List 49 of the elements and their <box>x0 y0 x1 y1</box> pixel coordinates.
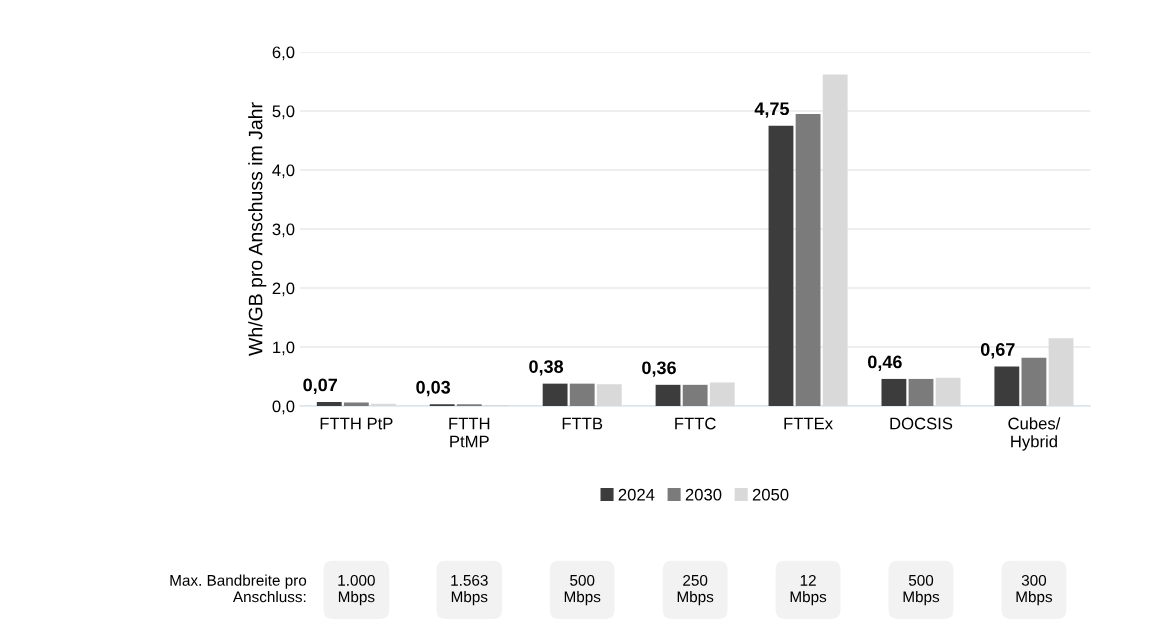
x-tick-label: DOCSIS <box>890 417 953 430</box>
data-label: 0,03 <box>416 380 451 397</box>
bar <box>994 366 1020 407</box>
data-label: 0,46 <box>868 355 902 371</box>
text: Max. Bandbreite pro Anschluss: <box>170 574 307 603</box>
data-label: 0,36 <box>642 361 676 377</box>
x-tick-label: FTTH PtP <box>320 417 393 430</box>
text: 500 Mbps <box>564 574 601 606</box>
text: 12 Mbps <box>790 574 827 606</box>
bar <box>682 384 708 407</box>
x-tick-label: FTTEx <box>784 417 833 430</box>
text: 1.000 Mbps <box>338 574 375 606</box>
legend-label: 2050 <box>752 488 789 501</box>
bar <box>709 382 735 407</box>
y-tick-label: 4,0 <box>272 164 295 179</box>
x-tick-label: FTTH PtMP <box>449 417 490 448</box>
y-tick-label: 5,0 <box>272 105 295 120</box>
bar <box>935 377 961 407</box>
bar <box>795 113 821 407</box>
y-tick-label: 1,0 <box>273 341 295 356</box>
bar <box>1048 338 1074 407</box>
y-axis-title: Wh/GB pro Anschuss im Jahr <box>248 102 267 356</box>
text: 250 Mbps <box>677 574 714 606</box>
x-tick-label: Cubes/ Hybrid <box>1008 417 1061 451</box>
text: 500 Mbps <box>903 574 940 606</box>
bar <box>316 401 342 407</box>
bar <box>1021 357 1047 407</box>
y-tick-label: 6,0 <box>272 46 295 61</box>
text: 1.563 Mbps <box>451 574 488 606</box>
bar <box>596 384 622 407</box>
bar <box>655 384 681 407</box>
y-tick-label: 2,0 <box>272 282 295 297</box>
legend-label: 2030 <box>685 488 722 501</box>
x-tick-label: FTTB <box>562 417 603 430</box>
data-label: 4,75 <box>754 102 790 118</box>
y-tick-label: 0,0 <box>272 400 295 415</box>
data-label: 0,38 <box>529 360 564 376</box>
bar <box>542 383 568 407</box>
data-label: 0,67 <box>980 343 1015 359</box>
bar <box>569 383 595 407</box>
bar <box>822 74 848 407</box>
legend-label: 2024 <box>618 488 655 501</box>
text: 300 Mbps <box>1016 574 1053 606</box>
bar <box>768 125 794 407</box>
data-label: 0,07 <box>303 378 337 394</box>
bar <box>908 378 934 407</box>
bar <box>881 378 907 407</box>
y-tick-label: 3,0 <box>272 223 295 238</box>
x-tick-label: FTTC <box>675 417 716 430</box>
